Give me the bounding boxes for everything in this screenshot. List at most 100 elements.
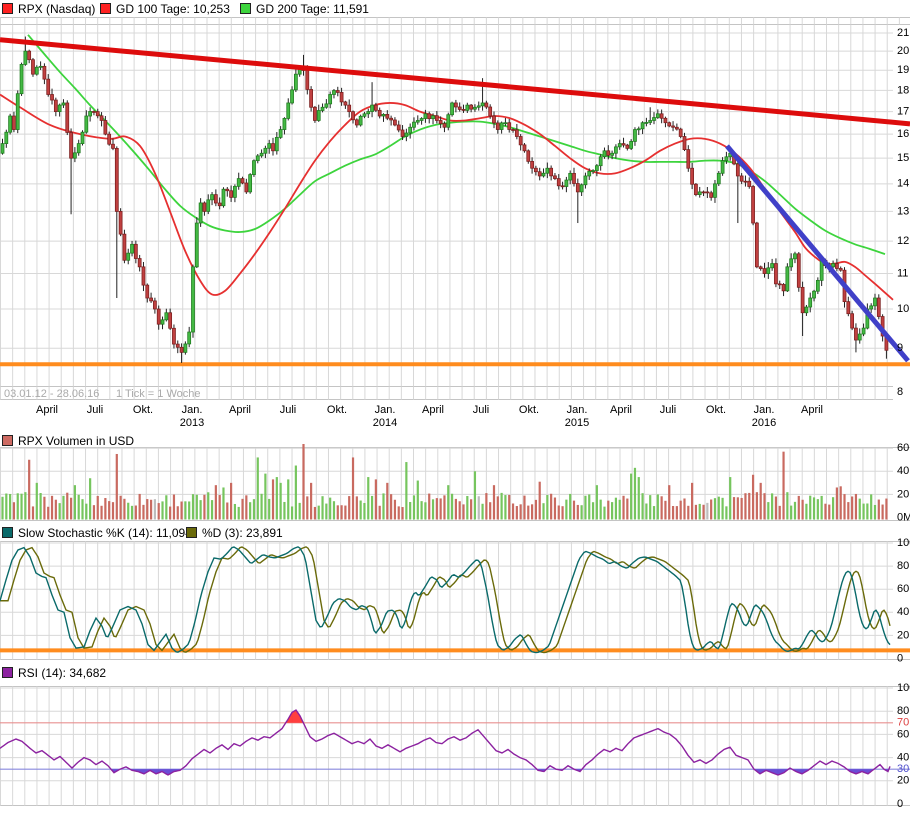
svg-text:April: April: [422, 404, 444, 416]
rsi-grid: [0, 686, 910, 806]
svg-text:Jan.: Jan.: [375, 404, 396, 416]
gd200-line: [27, 34, 886, 255]
rsi-label: RSI (14): 34,682: [18, 665, 107, 680]
svg-text:Jan.: Jan.: [567, 404, 588, 416]
svg-text:Juli: Juli: [473, 404, 490, 416]
volume-y-axis: 60M 40M 20M 0M: [897, 442, 910, 523]
svg-text:100: 100: [897, 537, 910, 549]
svg-text:80: 80: [897, 560, 909, 572]
rsi-line: [0, 709, 891, 776]
trendlines: [0, 37, 910, 363]
svg-text:8: 8: [897, 386, 903, 398]
svg-text:40: 40: [897, 606, 909, 618]
svg-text:20M: 20M: [897, 488, 910, 500]
stoch-k-swatch-icon: [2, 527, 13, 538]
rpx-series-label: RPX (Nasdaq): [18, 1, 96, 16]
svg-text:Okt.: Okt.: [133, 404, 153, 416]
svg-text:60: 60: [897, 583, 909, 595]
legend-item-stoch-k: Slow Stochastic %K (14): 11,094: [2, 525, 192, 540]
svg-text:18: 18: [897, 84, 909, 96]
main-y-axis: 21 20 19 18 17 16 15 14 13 12 11 10 9 8: [897, 27, 909, 398]
legend-item-rpx: RPX (Nasdaq): [2, 1, 96, 16]
svg-text:0: 0: [897, 798, 903, 810]
svg-text:0: 0: [897, 652, 903, 664]
volume-swatch-icon: [2, 435, 13, 446]
svg-text:80: 80: [897, 705, 909, 717]
svg-text:70: 70: [897, 717, 909, 729]
svg-text:30: 30: [897, 763, 909, 775]
svg-text:2016: 2016: [752, 417, 776, 429]
stoch-d-swatch-icon: [186, 527, 197, 538]
svg-text:40: 40: [897, 752, 909, 764]
svg-text:12: 12: [897, 235, 909, 247]
falling-downtrend: [725, 144, 910, 363]
svg-text:15: 15: [897, 152, 909, 164]
bottom-ruler: [0, 386, 893, 400]
svg-text:Okt.: Okt.: [327, 404, 347, 416]
rsi-line-layer: [0, 709, 891, 776]
svg-text:Jan.: Jan.: [182, 404, 203, 416]
svg-text:60: 60: [897, 728, 909, 740]
gd200-swatch-icon: [240, 3, 251, 14]
falling-resistance: [0, 37, 910, 127]
svg-text:21: 21: [897, 27, 909, 39]
stoch-grid: [0, 541, 910, 660]
svg-text:Juli: Juli: [87, 404, 104, 416]
svg-text:60M: 60M: [897, 442, 910, 454]
stoch-d-label: %D (3): 23,891: [202, 525, 283, 540]
svg-text:13: 13: [897, 205, 909, 217]
svg-text:Okt.: Okt.: [519, 404, 539, 416]
stoch-lines: [0, 546, 891, 654]
svg-text:April: April: [36, 404, 58, 416]
svg-text:20: 20: [897, 775, 909, 787]
stoch-k-line: [0, 546, 891, 654]
svg-text:April: April: [229, 404, 251, 416]
svg-text:Juli: Juli: [660, 404, 677, 416]
gd200-label: GD 200 Tage: 11,591: [256, 1, 369, 16]
svg-text:100: 100: [897, 682, 910, 694]
candles: [0, 36, 889, 363]
svg-text:14: 14: [897, 178, 909, 190]
svg-text:9: 9: [897, 342, 903, 354]
svg-text:0M: 0M: [897, 511, 910, 523]
svg-text:2014: 2014: [373, 417, 397, 429]
svg-text:16: 16: [897, 128, 909, 140]
gd100-label: GD 100 Tage: 10,253: [116, 1, 230, 16]
tick-resolution-label: 1 Tick = 1 Woche: [116, 388, 201, 400]
svg-text:April: April: [610, 404, 632, 416]
rsi-zone-fills: [112, 710, 888, 775]
legend-item-gd100: GD 100 Tage: 10,253: [100, 1, 230, 16]
volume-label: RPX Volumen in USD: [18, 433, 135, 448]
rsi-swatch-icon: [2, 667, 13, 678]
legend-item-volume: RPX Volumen in USD: [2, 433, 135, 448]
svg-text:2015: 2015: [565, 417, 589, 429]
svg-text:40M: 40M: [897, 465, 910, 477]
svg-text:April: April: [801, 404, 823, 416]
svg-text:Okt.: Okt.: [706, 404, 726, 416]
top-ruler: [0, 17, 910, 25]
volume-bars: [1, 444, 888, 520]
legend-item-gd200: GD 200 Tage: 11,591: [240, 1, 369, 16]
legend-item-rsi: RSI (14): 34,682: [2, 665, 107, 680]
svg-text:17: 17: [897, 106, 909, 118]
stoch-d-line: [0, 546, 891, 654]
stoch-y-axis: 100 80 60 40 20 0: [897, 537, 910, 665]
stoch-k-label: Slow Stochastic %K (14): 11,094: [18, 525, 192, 540]
svg-text:20: 20: [897, 45, 909, 57]
rsi-levels: [0, 722, 910, 770]
svg-text:20: 20: [897, 629, 909, 641]
svg-text:Jan.: Jan.: [754, 404, 775, 416]
svg-text:Juli: Juli: [280, 404, 297, 416]
svg-text:10: 10: [897, 303, 909, 315]
date-range-label: 03.01.12 - 28.06.16: [4, 388, 100, 400]
legend-item-stoch-d: %D (3): 23,891: [186, 525, 283, 540]
svg-text:11: 11: [897, 267, 908, 279]
gd100-swatch-icon: [100, 3, 111, 14]
rpx-series-swatch-icon: [2, 3, 13, 14]
svg-text:19: 19: [897, 64, 909, 76]
svg-text:2013: 2013: [180, 417, 204, 429]
